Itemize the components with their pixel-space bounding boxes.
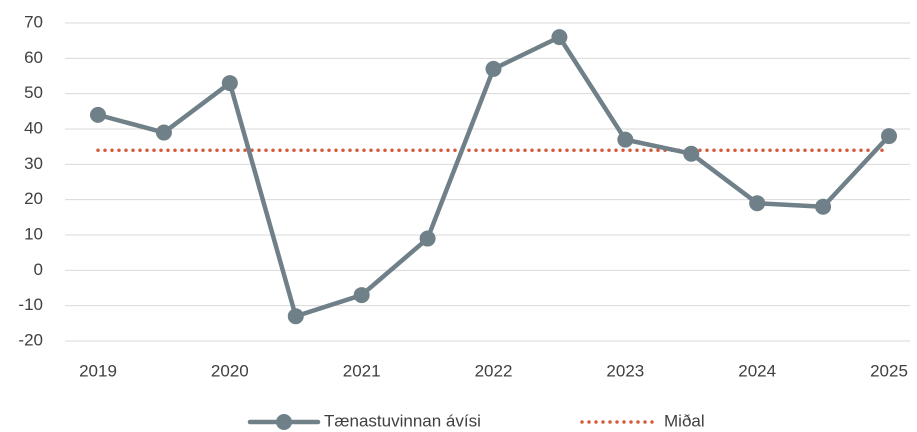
marker <box>551 29 568 46</box>
marker <box>617 131 634 148</box>
x-tick-label: 2020 <box>211 361 249 380</box>
y-tick-label: 10 <box>24 224 43 243</box>
legend-label: Tænastuvinnan ávísi <box>324 411 481 430</box>
marker <box>287 308 304 325</box>
marker <box>881 128 897 145</box>
marker <box>90 106 106 123</box>
y-tick-label: 0 <box>34 260 43 279</box>
marker <box>815 198 832 215</box>
y-tick-label: 30 <box>24 154 43 173</box>
x-tick-label: 2019 <box>79 361 117 380</box>
series-line <box>95 34 892 319</box>
marker <box>419 230 436 247</box>
y-tick-label: -10 <box>18 295 43 314</box>
x-tick-label: 2021 <box>343 361 381 380</box>
marker <box>221 75 238 92</box>
x-tick-label: 2025 <box>870 361 908 380</box>
legend-marker <box>276 414 292 430</box>
marker <box>485 60 502 77</box>
x-tick-label: 2022 <box>475 361 513 380</box>
x-tick-label: 2023 <box>606 361 644 380</box>
y-tick-label: 60 <box>24 48 43 67</box>
marker <box>749 195 766 212</box>
y-tick-label: 40 <box>24 118 43 137</box>
legend-label: Miðal <box>664 411 705 430</box>
y-tick-label: -20 <box>18 330 43 349</box>
marker <box>683 145 700 162</box>
y-tick-label: 20 <box>24 189 43 208</box>
marker <box>353 287 370 304</box>
marker <box>155 124 172 141</box>
y-tick-label: 70 <box>24 12 43 31</box>
y-tick-label: 50 <box>24 83 43 102</box>
x-tick-label: 2024 <box>738 361 776 380</box>
